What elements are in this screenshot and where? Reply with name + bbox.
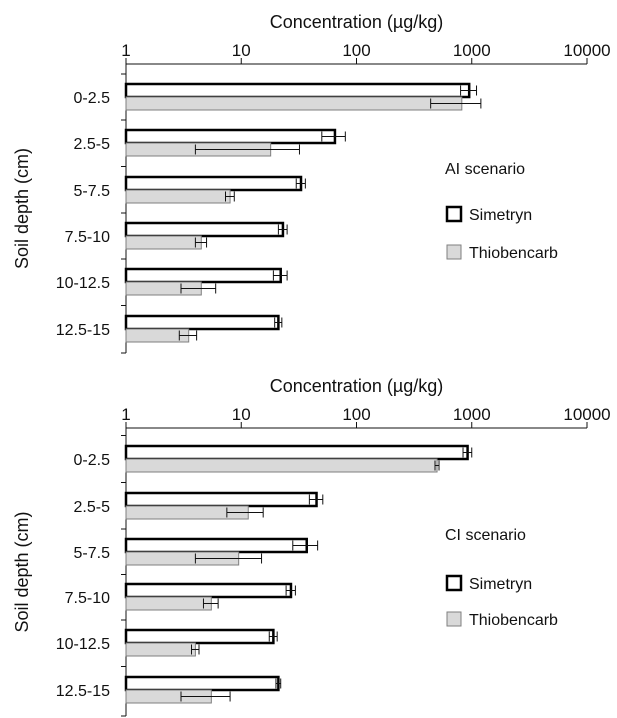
legend-label-thiobencarb: Thiobencarb [469,612,558,629]
x-tick-label: 1 [121,41,130,60]
category-label: 12.5-15 [56,683,110,700]
category-label: 0-2.5 [74,452,111,469]
x-tick-label: 1 [121,405,130,424]
legend-label-simetryn: Simetryn [469,576,532,593]
thiobencarb-bar [125,596,212,611]
x-axis-title: Concentration (µg/kg) [270,376,443,396]
thiobencarb-bar [125,458,438,473]
simetryn-bar [124,628,275,645]
category-label: 7.5-10 [65,590,110,607]
x-axis-title: Concentration (µg/kg) [270,12,443,32]
chart-panel-0: Concentration (µg/kg) 1 10 100 1000 10000 0-2.… [12,12,611,354]
simetryn-bar [124,221,285,238]
legend-label-simetryn: Simetryn [469,207,532,224]
simetryn-bar [124,537,308,554]
legend-swatch-simetryn [445,574,463,592]
simetryn-bar [124,582,293,599]
simetryn-bar [124,175,303,192]
thiobencarb-bar [125,96,463,111]
category-label: 10-12.5 [56,275,110,292]
category-label: 7.5-10 [65,229,110,246]
x-tick-label: 10 [232,41,251,60]
simetryn-bar [124,314,280,331]
category-label: 5-7.5 [74,183,111,200]
simetryn-bar [124,267,282,284]
x-tick-label: 100 [342,41,370,60]
simetryn-bar [124,128,337,145]
thiobencarb-bar [125,189,231,204]
chart-panel-1: Concentration (µg/kg) 1 10 100 1000 10000 0-2.… [12,376,611,717]
category-label: 10-12.5 [56,636,110,653]
thiobencarb-bar [125,235,202,250]
x-tick-label: 100 [342,405,370,424]
simetryn-bar [124,444,469,461]
legend-swatch-thiobencarb [446,611,462,627]
legend-label-thiobencarb: Thiobencarb [469,245,558,262]
simetryn-bar [124,675,280,692]
simetryn-bar [124,491,318,508]
x-tick-label: 1000 [453,405,491,424]
x-tick-label: 1000 [453,41,491,60]
category-label: 2.5-5 [74,499,111,516]
legend-swatch-thiobencarb [446,244,462,260]
scenario-label: CI scenario [445,527,526,544]
x-tick-label: 10 [232,405,251,424]
x-tick-label: 10000 [563,41,610,60]
y-axis-title: Soil depth (cm) [12,511,32,632]
thiobencarb-bar [125,642,196,657]
simetryn-bar [124,82,471,99]
category-label: 5-7.5 [74,545,111,562]
scenario-label: AI scenario [445,161,525,178]
category-label: 0-2.5 [74,90,111,107]
x-tick-label: 10000 [563,405,610,424]
legend-swatch-simetryn [445,205,463,223]
category-label: 2.5-5 [74,136,111,153]
y-axis-title: Soil depth (cm) [12,148,32,269]
category-label: 12.5-15 [56,322,110,339]
